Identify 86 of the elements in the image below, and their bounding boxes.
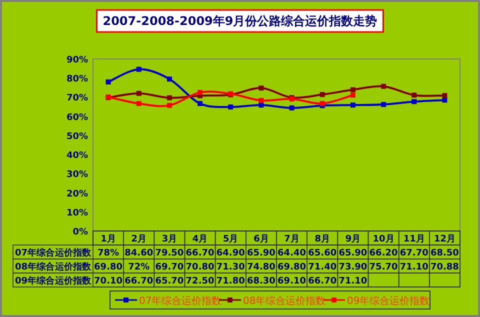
x-tick-label: 7月	[284, 234, 300, 244]
point	[258, 102, 264, 108]
data-label: 65.90	[246, 248, 276, 258]
point	[412, 99, 417, 104]
point	[442, 93, 448, 98]
data-label: 79.50	[155, 248, 184, 258]
y-tick-label: 10%	[66, 208, 88, 218]
text: 09年综合运价指数	[15, 276, 91, 286]
y-tick-label: 60%	[66, 112, 88, 123]
data-label: 69.70	[155, 262, 184, 272]
y-tick-label: 80%	[66, 74, 88, 85]
data-label: 71.80	[216, 276, 245, 286]
point	[228, 104, 234, 110]
point	[136, 101, 142, 106]
data-label: 69.80	[94, 262, 123, 272]
point	[350, 102, 356, 108]
data-label: 70.80	[186, 262, 214, 272]
data-label: 69.80	[278, 262, 306, 272]
point	[198, 90, 203, 95]
point	[412, 92, 417, 98]
data-label: 71.10	[400, 262, 428, 272]
point	[258, 98, 264, 103]
data-label: 74.80	[246, 262, 276, 272]
legend-label: 07年综合运价指数	[139, 295, 222, 307]
point	[258, 86, 264, 91]
x-tick-label: 3月	[162, 234, 178, 244]
text: 07年综合运价指数	[15, 248, 91, 258]
x-tick-label: 4月	[192, 234, 208, 244]
y-tick-label: 20%	[66, 189, 88, 200]
y-tick-label: 0%	[72, 228, 88, 238]
data-label: 66.20	[369, 248, 398, 258]
y-tick-label: 40%	[66, 151, 88, 162]
y-tick-label: 50%	[66, 132, 88, 142]
x-tick-label: 10月	[372, 234, 394, 244]
chart-title: 2007-2008-2009年9月份公路综合运价指数走势	[102, 14, 378, 28]
data-label: 67.70	[400, 248, 428, 258]
point	[350, 92, 356, 98]
x-tick-label: 6月	[254, 234, 269, 244]
data-label: 64.90	[216, 248, 245, 258]
data-label: 65.60	[308, 248, 337, 258]
point	[198, 101, 203, 106]
data-label: 78%	[98, 248, 120, 258]
data-label: 68.30	[246, 276, 276, 286]
point	[350, 87, 356, 92]
x-tick-label: 9月	[345, 234, 361, 244]
point	[136, 90, 142, 96]
data-label: 66.70	[124, 276, 154, 286]
data-label: 70.88	[430, 262, 459, 272]
data-label: 65.90	[338, 248, 368, 258]
x-tick-label: 1月	[100, 234, 116, 244]
point	[166, 95, 172, 100]
x-tick-label: 2月	[131, 234, 147, 244]
y-tick-label: 90%	[66, 56, 88, 66]
legend-label: 08年综合运价指数	[243, 295, 326, 307]
point	[166, 102, 172, 108]
point	[442, 98, 448, 103]
y-tick-label: 30%	[66, 170, 88, 180]
data-label: 68.50	[430, 248, 459, 258]
data-label: 75.70	[369, 262, 398, 272]
point	[166, 76, 172, 82]
x-tick-label: 11月	[403, 234, 425, 244]
data-label: 69.10	[278, 276, 306, 286]
data-label: 72.50	[186, 276, 214, 286]
point	[289, 105, 294, 110]
data-label: 66.70	[308, 276, 337, 286]
data-label: 64.40	[278, 248, 306, 258]
text: 08年综合运价指数	[15, 262, 91, 272]
data-label: 66.70	[186, 248, 214, 258]
point	[381, 84, 386, 89]
point	[136, 66, 142, 72]
point	[381, 102, 386, 107]
legend-label: 09年综合运价指数	[347, 295, 430, 307]
data-label: 71.10	[338, 276, 368, 286]
point	[106, 79, 111, 84]
data-label: 71.30	[216, 262, 245, 272]
data-label: 71.40	[308, 262, 337, 272]
data-label: 65.70	[155, 276, 184, 286]
data-label: 84.60	[124, 248, 154, 258]
data-label: 73.90	[338, 262, 368, 272]
x-tick-label: 8月	[314, 234, 330, 244]
x-tick-label: 12月	[434, 234, 456, 244]
y-tick-label: 70%	[66, 94, 88, 104]
point	[320, 92, 325, 98]
data-label: 72%	[128, 262, 150, 272]
data-label: 70.10	[94, 276, 123, 286]
x-tick-label: 5月	[222, 234, 238, 244]
